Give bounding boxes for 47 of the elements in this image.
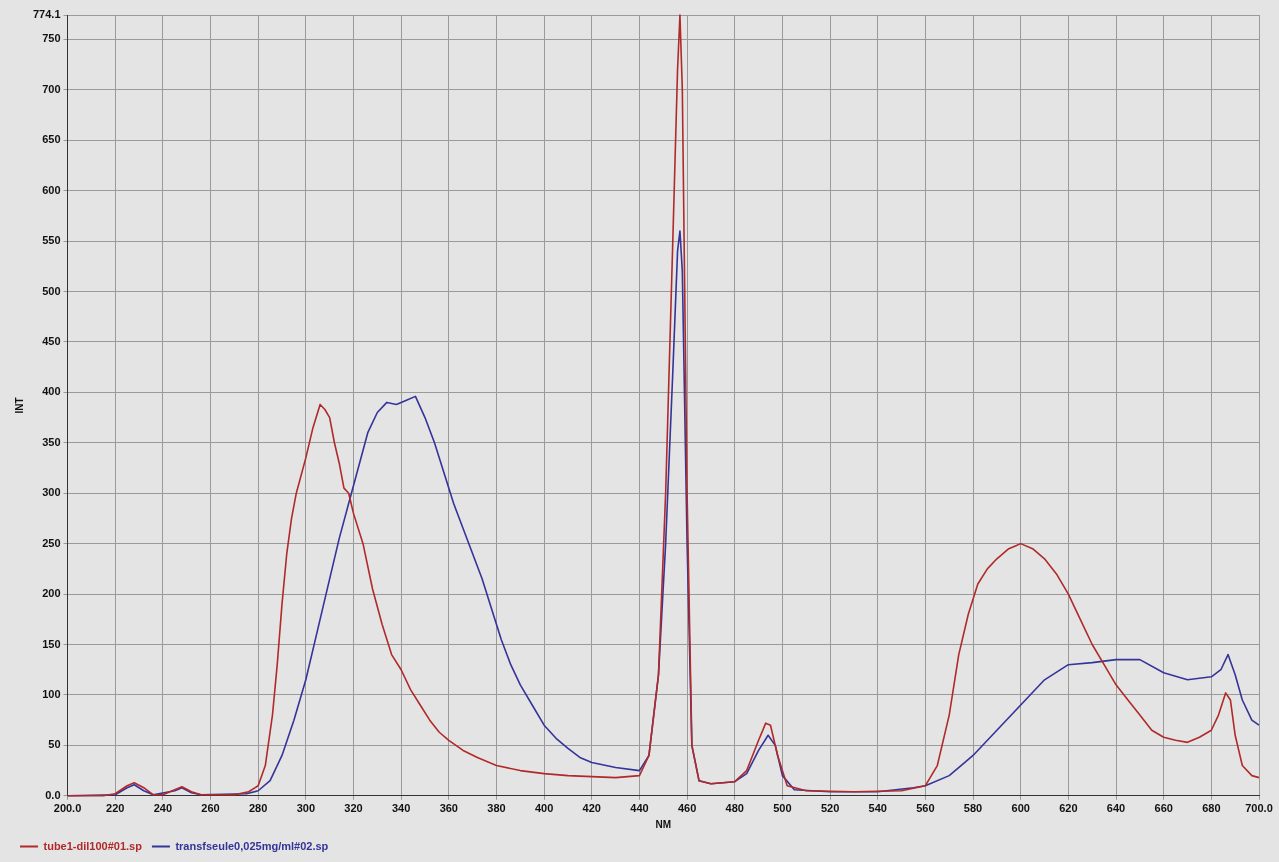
x-tick-label: 680 <box>1202 802 1221 815</box>
y-tick-label: 150 <box>42 637 61 650</box>
x-tick-label: 620 <box>1059 802 1078 815</box>
x-tick-label: 700.0 <box>1245 802 1273 815</box>
x-tick-label: 500 <box>773 802 792 815</box>
x-tick-label: 240 <box>153 802 173 815</box>
x-tick-label: 660 <box>1154 802 1173 815</box>
y-tick-label: 250 <box>42 536 61 549</box>
y-tick-label: 600 <box>42 183 61 196</box>
y-tick-label: 700 <box>42 82 61 95</box>
y-tick-label: 100 <box>42 687 61 700</box>
x-tick-label: 600 <box>1011 802 1030 815</box>
x-tick-label: 560 <box>916 802 935 815</box>
y-tick-label: 550 <box>42 234 61 247</box>
x-tick-label: 280 <box>248 802 268 815</box>
x-tick-label: 460 <box>677 802 697 815</box>
x-tick-label: 480 <box>725 802 744 815</box>
y-tick-label: 50 <box>48 738 61 751</box>
x-tick-label: 520 <box>820 802 840 815</box>
y-tick-label: 774.1 <box>33 8 61 21</box>
y-tick-label: 0.0 <box>45 788 61 801</box>
y-tick-label: 650 <box>42 133 61 146</box>
x-tick-label: 440 <box>630 802 649 815</box>
y-axis-title: INT <box>13 397 25 414</box>
y-tick-label: 750 <box>42 32 61 45</box>
x-axis-title: NM <box>655 818 672 830</box>
x-tick-label: 540 <box>868 802 887 815</box>
x-tick-label: 380 <box>487 802 506 815</box>
y-tick-label: 350 <box>42 435 61 448</box>
x-tick-label: 300 <box>296 802 315 815</box>
y-tick-label: 300 <box>42 486 61 499</box>
legend-label: tube1-dil100#01.sp <box>43 839 143 852</box>
x-tick-label: 320 <box>344 802 363 815</box>
x-tick-label: 400 <box>534 802 554 815</box>
x-tick-label: 200.0 <box>53 802 82 815</box>
x-tick-label: 360 <box>439 802 458 815</box>
x-tick-label: 420 <box>582 802 601 815</box>
y-tick-label: 400 <box>42 385 61 398</box>
y-tick-label: 450 <box>42 334 61 347</box>
x-tick-label: 260 <box>201 802 220 815</box>
x-tick-label: 580 <box>963 802 983 815</box>
y-tick-label: 500 <box>42 284 61 297</box>
legend-label: transfseule0,025mg/ml#02.sp <box>175 839 329 852</box>
x-tick-label: 640 <box>1106 802 1126 815</box>
x-tick-label: 220 <box>106 802 125 815</box>
x-tick-label: 340 <box>391 802 411 815</box>
y-tick-label: 200 <box>42 587 61 600</box>
